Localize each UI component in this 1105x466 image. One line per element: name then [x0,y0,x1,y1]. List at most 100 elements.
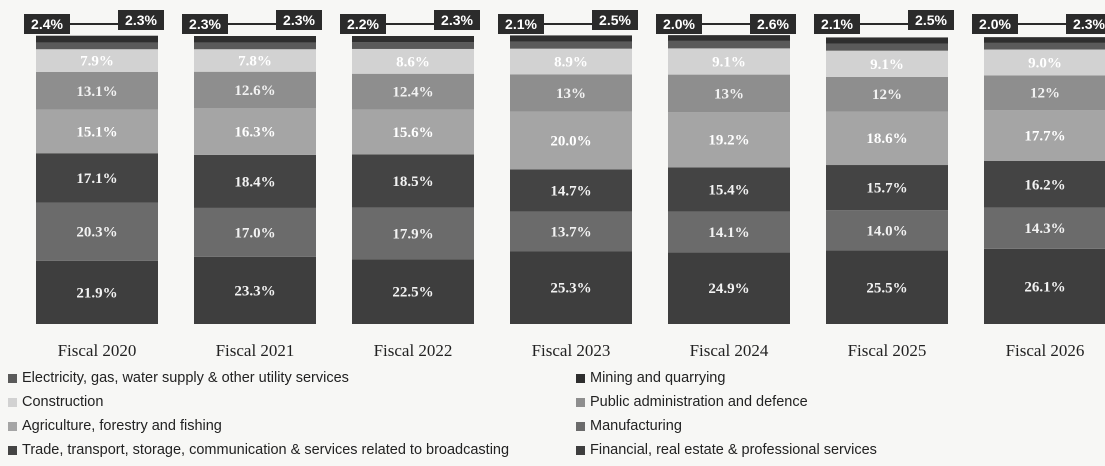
callout-box [276,10,322,30]
data-label: 9.1% [870,57,904,73]
bar-segment [194,207,316,257]
data-label: 17.7% [1024,129,1065,145]
data-label: 15.4% [708,183,749,199]
bar-segment [36,42,158,50]
data-label: 2.6% [757,16,789,32]
legend-label: Construction [22,394,104,410]
legend-swatch [576,373,585,383]
data-label: 2.3% [283,12,315,28]
legend-item: Financial, real estate & professional se… [576,442,877,458]
legend-item: Public administration and defence [576,394,808,410]
bar-segment [194,71,316,108]
bar-segment [36,153,158,203]
legend-swatch [8,421,17,431]
callout-box [434,10,480,30]
data-label: 15.1% [76,124,117,140]
callout-box [1066,14,1105,34]
bar-segment [826,111,948,166]
data-label: 13.1% [76,84,117,100]
x-tick-label: Fiscal 2026 [1006,341,1085,360]
data-label: 14.0% [866,223,907,239]
legend-label: Public administration and defence [590,394,808,410]
bar-segment [984,42,1105,50]
data-label: 2.3% [189,16,221,32]
data-label: 16.2% [1024,177,1065,193]
bar-segment [194,256,316,324]
bar-segment [668,35,790,41]
stacked-bar-chart: 21.9% 20.3% 17.1% 15.1% 13.1% 7.9% 2.4% 2.3% Fis… [24,10,1105,360]
data-label: 2.3% [441,12,473,28]
callout-box [498,14,544,34]
bar-segment [352,109,474,155]
data-label: 17.0% [234,225,275,241]
bar-segment [826,250,948,324]
bar-segment [984,37,1105,43]
data-label: 7.9% [80,54,114,70]
bar-segment [510,211,632,252]
data-label: 23.3% [234,283,275,299]
callout-box [908,10,954,30]
callout-box [814,14,860,34]
callout-box [182,14,228,34]
legend-item: Construction [8,394,103,410]
bar-segment [510,111,632,170]
legend-label: Agriculture, forestry and fishing [22,418,222,434]
data-label: 20.0% [550,134,591,150]
bar-segment [510,35,632,42]
callout-box [972,14,1018,34]
data-label: 21.9% [76,285,117,301]
bar-segment [668,252,790,324]
data-label: 12.6% [234,83,275,99]
bar-segment [510,251,632,324]
bar-segment [984,160,1105,208]
bar-segment [826,210,948,251]
data-label: 22.5% [392,285,433,301]
x-tick-label: Fiscal 2023 [532,341,611,360]
bar-segment [826,37,948,44]
legend-item: Electricity, gas, water supply & other u… [8,370,349,386]
legend-label: Trade, transport, storage, communication… [22,442,510,458]
data-label: 13% [714,86,744,102]
data-label: 14.3% [1024,221,1065,237]
bar-segment [352,36,474,43]
callout-box [24,14,70,34]
data-label: 2.1% [505,16,537,32]
x-tick-label: Fiscal 2024 [690,341,769,360]
data-label: 9.1% [712,54,746,70]
legend-item: Mining and quarrying [576,370,725,386]
data-label: 2.3% [1073,16,1105,32]
bar-segment [194,49,316,72]
bar-segment [194,108,316,155]
data-label: 17.1% [76,171,117,187]
bar-segment [36,72,158,110]
data-label: 12% [872,87,902,103]
bar-segment [352,73,474,110]
data-label: 25.3% [550,281,591,297]
bar-segment [668,40,790,49]
data-label: 25.5% [866,280,907,296]
bar-segment [984,248,1105,324]
bar-segment [984,110,1105,161]
data-label: 16.3% [234,124,275,140]
data-label: 18.4% [234,174,275,190]
data-label: 18.5% [392,174,433,190]
legend-item: Trade, transport, storage, communication… [8,442,509,458]
data-label: 2.3% [125,12,157,28]
bar-segment [984,49,1105,76]
data-label: 8.6% [396,54,430,70]
callout-box [340,14,386,34]
bar-segment [352,42,474,49]
bar-segment [194,154,316,208]
legend-swatch [8,397,17,407]
bar-segment [194,42,316,50]
data-label: 18.6% [866,131,907,147]
bar-segment [36,202,158,261]
data-label: 24.9% [708,281,749,297]
bar-segment [668,74,790,113]
bar-segment [668,167,790,212]
data-label: 2.0% [979,16,1011,32]
callout-box [656,14,702,34]
bar-segment [352,259,474,324]
data-label: 12.4% [392,85,433,101]
bar-segment [352,48,474,74]
